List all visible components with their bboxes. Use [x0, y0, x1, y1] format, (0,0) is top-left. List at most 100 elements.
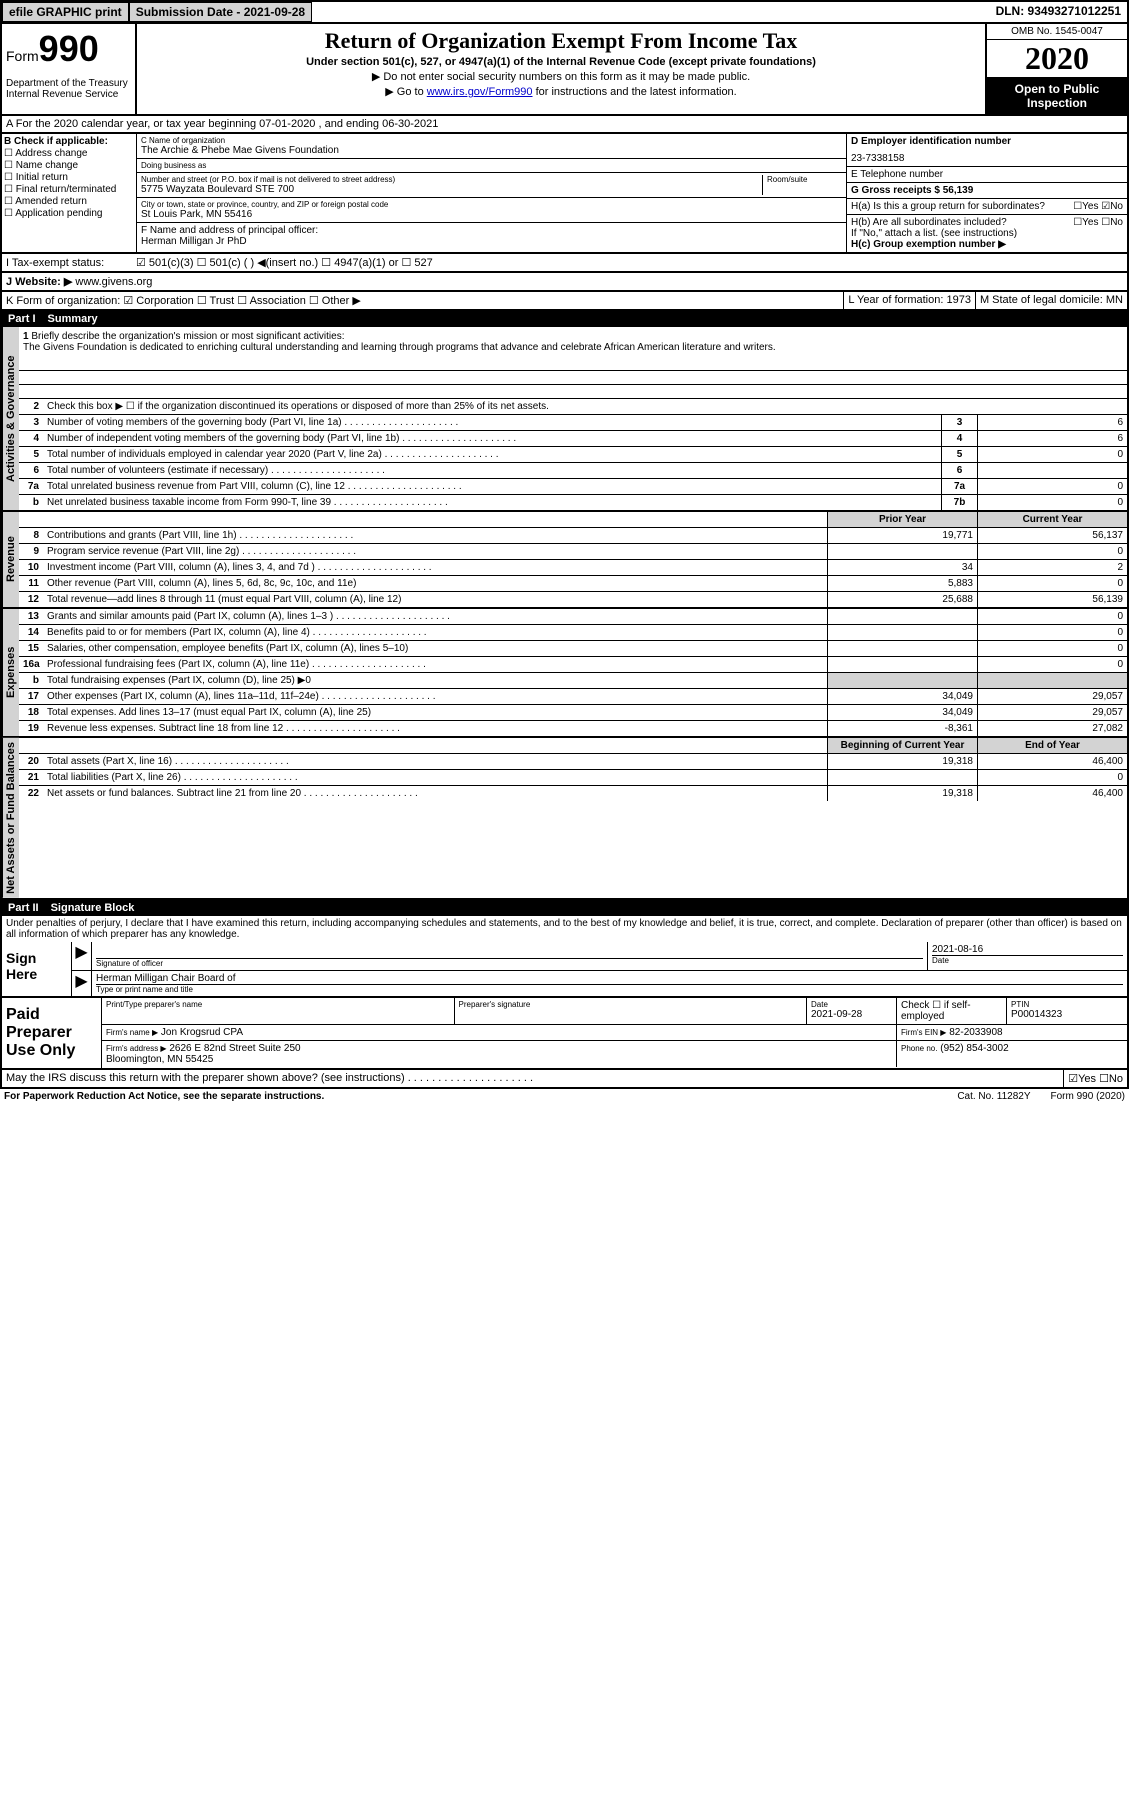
- line-18-num: 18: [19, 705, 43, 720]
- signature-label: Signature of officer: [96, 958, 923, 968]
- revenue-section: Revenue Prior YearCurrent Year 8Contribu…: [0, 512, 1129, 609]
- line-5-box: 5: [941, 447, 977, 462]
- hb-label: H(b) Are all subordinates included?: [851, 217, 1007, 228]
- irs-link[interactable]: www.irs.gov/Form990: [427, 86, 533, 98]
- line-8-prior: 19,771: [827, 528, 977, 543]
- form-header: Form990 Department of the Treasury Inter…: [0, 24, 1129, 116]
- mission-blank-1: [19, 357, 1127, 371]
- firm-name-label: Firm's name ▶: [106, 1028, 158, 1037]
- mission-text: The Givens Foundation is dedicated to en…: [23, 342, 1123, 353]
- sig-date: 2021-08-16: [932, 944, 1123, 955]
- arrow-icon: ▶: [72, 942, 92, 970]
- line-3-box: 3: [941, 415, 977, 430]
- line-11-desc: Other revenue (Part VIII, column (A), li…: [43, 576, 827, 591]
- row-a-tax-year: A For the 2020 calendar year, or tax yea…: [0, 116, 1129, 134]
- line-9-prior: [827, 544, 977, 559]
- mission-blank-2: [19, 371, 1127, 385]
- rev-hdr-num: [19, 512, 43, 527]
- checkbox-initial-return[interactable]: ☐ Initial return: [4, 172, 134, 183]
- ein-label: D Employer identification number: [851, 136, 1123, 147]
- line-13-current: 0: [977, 609, 1127, 624]
- line-22-prior: 19,318: [827, 786, 977, 801]
- form-of-org[interactable]: K Form of organization: ☑ Corporation ☐ …: [2, 292, 844, 309]
- firm-phone-label: Phone no.: [901, 1044, 937, 1053]
- line-3-val: 6: [977, 415, 1127, 430]
- addr-label: Number and street (or P.O. box if mail i…: [141, 175, 762, 184]
- discuss-text: May the IRS discuss this return with the…: [2, 1070, 1064, 1087]
- org-name-label: C Name of organization: [141, 136, 842, 145]
- hb-answer[interactable]: ☐Yes ☐No: [1073, 217, 1123, 228]
- line-21-desc: Total liabilities (Part X, line 26): [43, 770, 827, 785]
- ha-answer[interactable]: ☐Yes ☑No: [1073, 201, 1123, 212]
- self-employed-check[interactable]: Check ☐ if self-employed: [897, 998, 1007, 1024]
- declaration-text: Under penalties of perjury, I declare th…: [2, 916, 1127, 942]
- line-11-num: 11: [19, 576, 43, 591]
- line-14-num: 14: [19, 625, 43, 640]
- line-7b-val: 0: [977, 495, 1127, 510]
- room-label: Room/suite: [767, 175, 842, 184]
- line-7a-desc: Total unrelated business revenue from Pa…: [43, 479, 941, 494]
- line-9-desc: Program service revenue (Part VIII, line…: [43, 544, 827, 559]
- line-5-num: 5: [19, 447, 43, 462]
- line-13-desc: Grants and similar amounts paid (Part IX…: [43, 609, 827, 624]
- line-9-num: 9: [19, 544, 43, 559]
- line-18-prior: 34,049: [827, 705, 977, 720]
- checkbox-address-change[interactable]: ☐ Address change: [4, 148, 134, 159]
- line-15-prior: [827, 641, 977, 656]
- instruction-2: ▶ Go to www.irs.gov/Form990 for instruct…: [141, 85, 981, 98]
- beginning-year-header: Beginning of Current Year: [827, 738, 977, 753]
- mission-label: Briefly describe the organization's miss…: [31, 331, 344, 342]
- line-21-prior: [827, 770, 977, 785]
- year-box: OMB No. 1545-0047 2020 Open to Public In…: [987, 24, 1127, 114]
- col-b-label: B Check if applicable:: [4, 136, 134, 147]
- line-11-current: 0: [977, 576, 1127, 591]
- firm-addr-1: 2626 E 82nd Street Suite 250: [169, 1043, 300, 1054]
- rev-hdr-desc: [43, 512, 827, 527]
- mission-blank-3: [19, 385, 1127, 399]
- tax-status-options[interactable]: ☑ 501(c)(3) ☐ 501(c) ( ) ◀(insert no.) ☐…: [136, 256, 433, 269]
- form-title: Return of Organization Exempt From Incom…: [141, 28, 981, 54]
- checkbox-application-pending[interactable]: ☐ Application pending: [4, 208, 134, 219]
- department-label: Department of the Treasury Internal Reve…: [6, 78, 131, 100]
- line-16b-current: [977, 673, 1127, 688]
- instruction-2-suffix: for instructions and the latest informat…: [533, 86, 737, 98]
- end-year-header: End of Year: [977, 738, 1127, 753]
- line-9-current: 0: [977, 544, 1127, 559]
- line-14-current: 0: [977, 625, 1127, 640]
- discuss-answer[interactable]: ☑Yes ☐No: [1064, 1070, 1127, 1087]
- checkbox-final-return[interactable]: ☐ Final return/terminated: [4, 184, 134, 195]
- tax-status-label: I Tax-exempt status:: [6, 257, 136, 269]
- line-10-desc: Investment income (Part VIII, column (A)…: [43, 560, 827, 575]
- checkbox-amended-return[interactable]: ☐ Amended return: [4, 196, 134, 207]
- addr-value: 5775 Wayzata Boulevard STE 700: [141, 184, 762, 195]
- mission-num: 1: [23, 331, 29, 342]
- efile-button[interactable]: efile GRAPHIC print: [2, 2, 129, 22]
- firm-name: Jon Krogsrud CPA: [161, 1027, 243, 1038]
- line-16b-desc: Total fundraising expenses (Part IX, col…: [43, 673, 827, 688]
- tax-year: 2020: [987, 40, 1127, 78]
- line-13-prior: [827, 609, 977, 624]
- part-1-header: Part I Summary: [0, 311, 1129, 327]
- expenses-section: Expenses 13Grants and similar amounts pa…: [0, 609, 1129, 738]
- line-3-desc: Number of voting members of the governin…: [43, 415, 941, 430]
- paid-preparer-label: Paid Preparer Use Only: [2, 998, 102, 1068]
- checkbox-name-change[interactable]: ☐ Name change: [4, 160, 134, 171]
- submission-date: Submission Date - 2021-09-28: [129, 2, 312, 22]
- line-14-desc: Benefits paid to or for members (Part IX…: [43, 625, 827, 640]
- part-1-label: Part I: [8, 313, 36, 325]
- website-row: J Website: ▶ www.givens.org: [0, 273, 1129, 292]
- instruction-2-prefix: ▶ Go to: [385, 86, 426, 98]
- form-subtitle: Under section 501(c), 527, or 4947(a)(1)…: [141, 56, 981, 68]
- ein-value: 23-7338158: [851, 153, 1123, 164]
- line-7a-val: 0: [977, 479, 1127, 494]
- paperwork-notice: For Paperwork Reduction Act Notice, see …: [4, 1091, 937, 1102]
- preparer-sig-label: Preparer's signature: [459, 1000, 803, 1009]
- hc-label: H(c) Group exemption number ▶: [851, 239, 1123, 250]
- cat-no: Cat. No. 11282Y: [957, 1091, 1030, 1102]
- line-21-num: 21: [19, 770, 43, 785]
- line-2-num: 2: [19, 399, 43, 414]
- line-20-num: 20: [19, 754, 43, 769]
- line-12-desc: Total revenue—add lines 8 through 11 (mu…: [43, 592, 827, 607]
- revenue-side-label: Revenue: [2, 512, 19, 607]
- signature-field[interactable]: [96, 944, 923, 958]
